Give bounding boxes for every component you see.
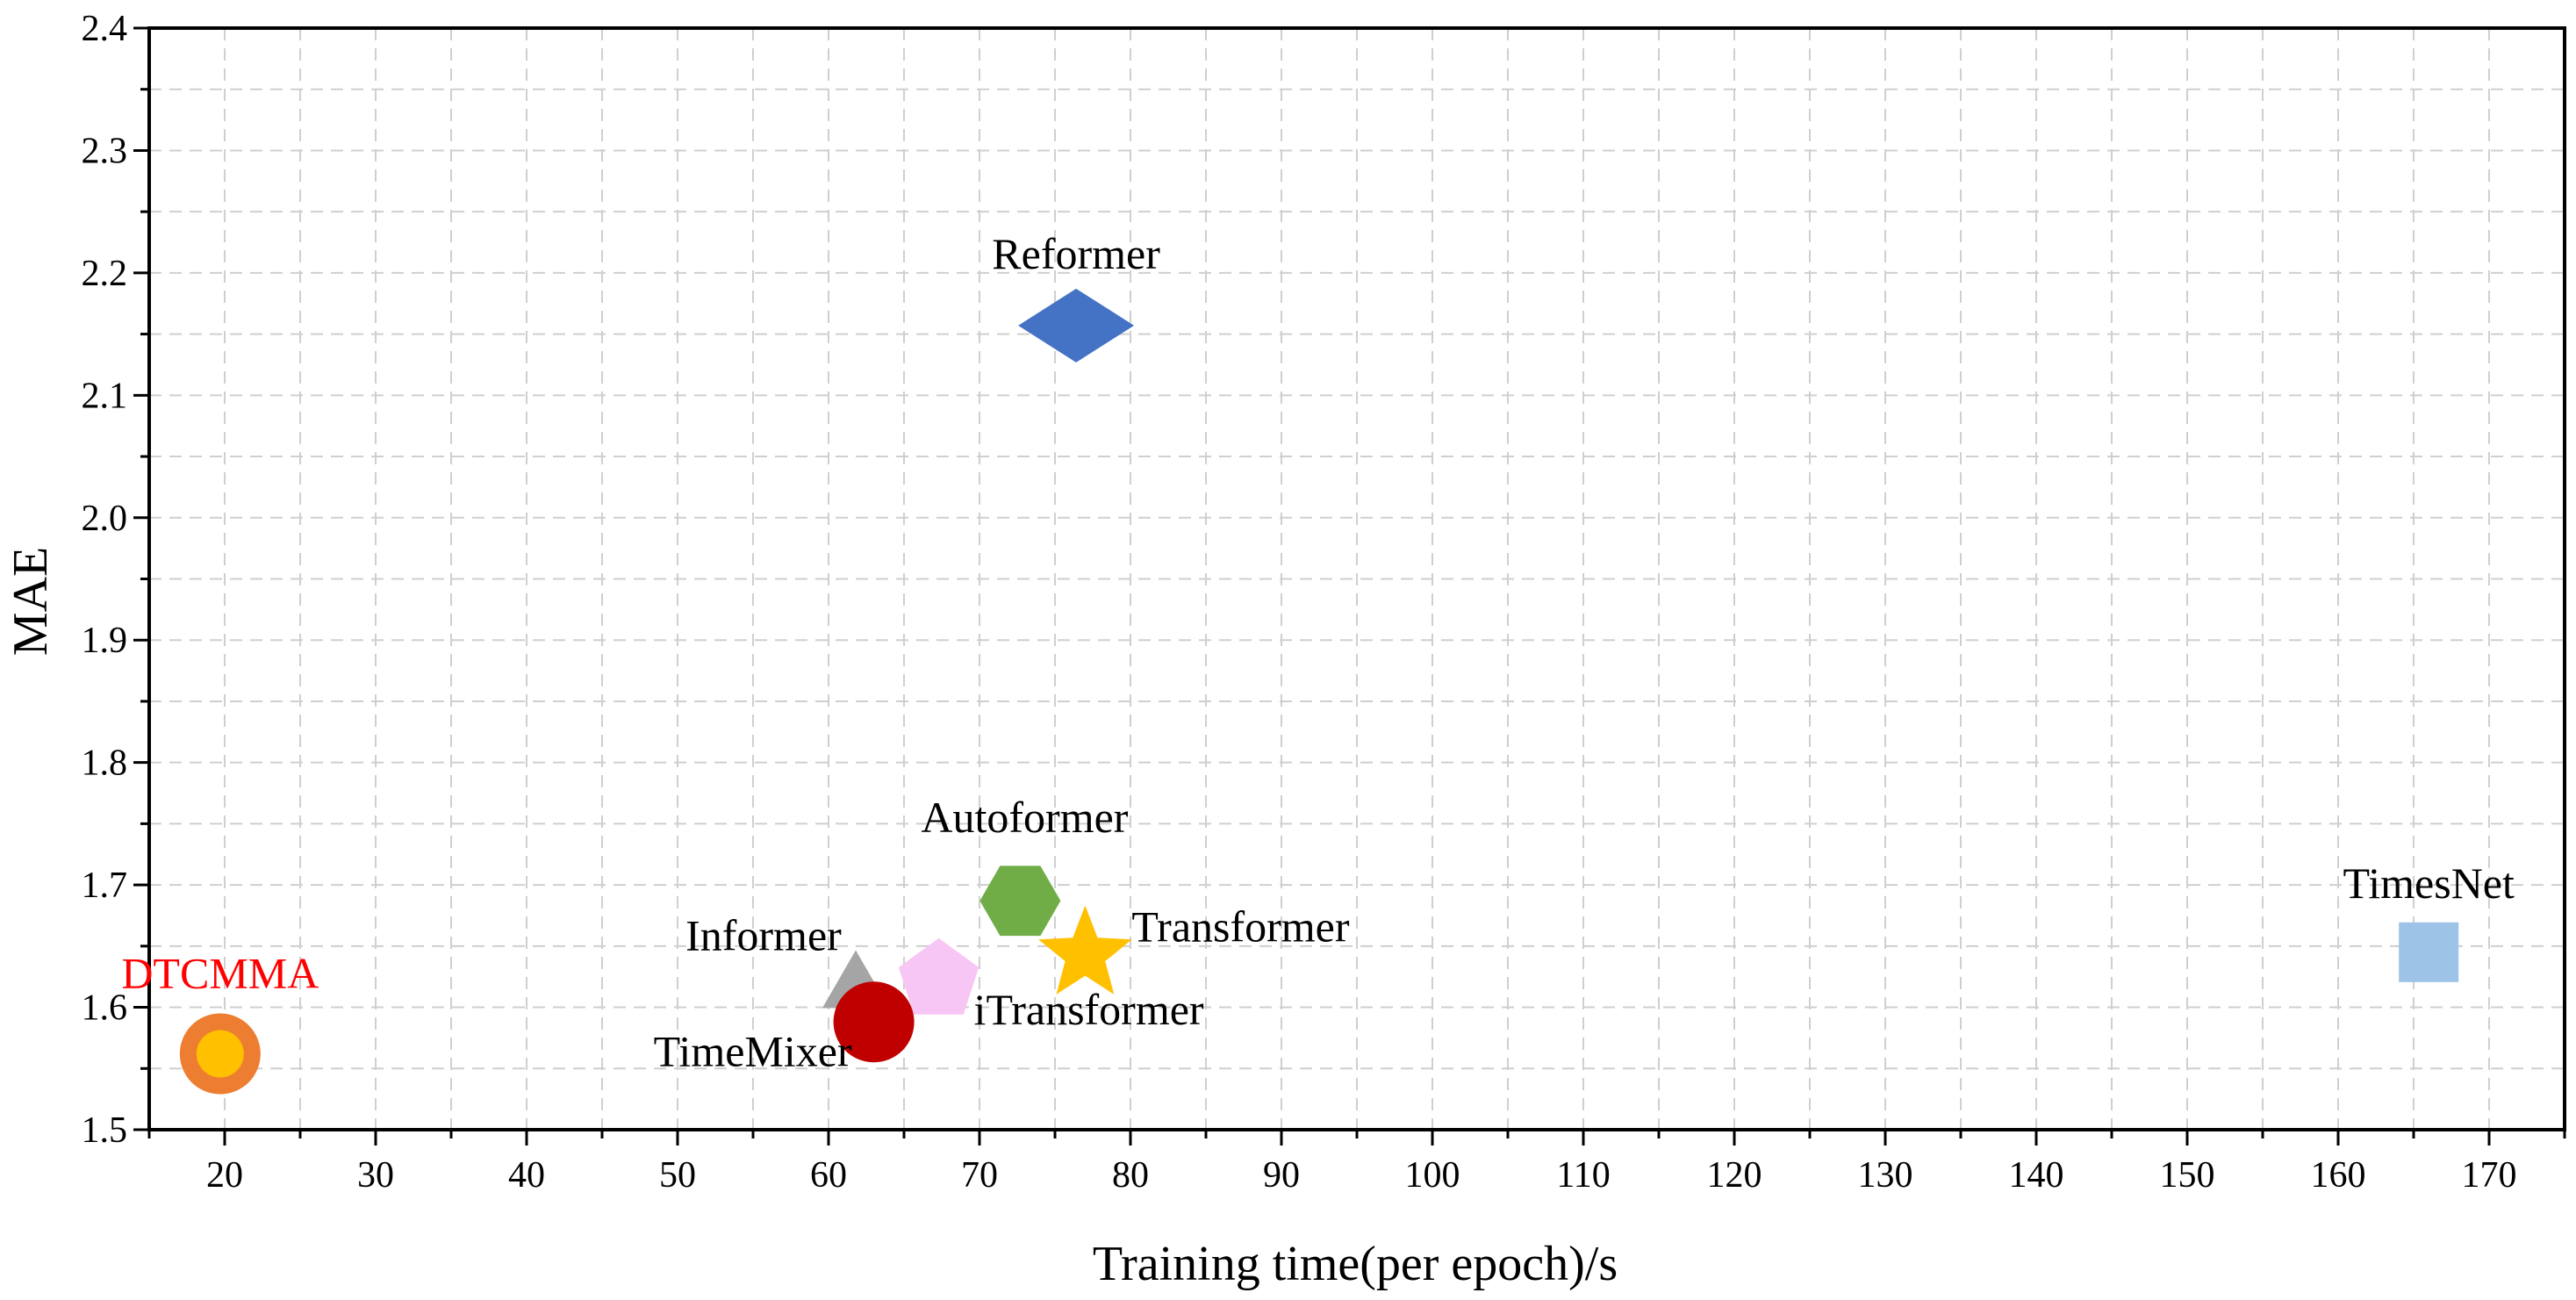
- label-reformer: Reformer: [992, 229, 1160, 278]
- y-tick-label: 1.7: [82, 865, 128, 906]
- x-tick-label: 90: [1263, 1155, 1300, 1196]
- x-tick-label: 100: [1405, 1155, 1460, 1196]
- marker-timemixer: [833, 981, 915, 1063]
- x-tick-label: 120: [1707, 1155, 1762, 1196]
- x-tick-label: 130: [1858, 1155, 1913, 1196]
- y-tick-label: 2.1: [82, 376, 128, 416]
- y-tick-label: 2.2: [82, 254, 128, 294]
- label-dtcmma: DTCMMA: [121, 949, 319, 998]
- y-tick-label: 1.9: [82, 621, 128, 661]
- grid-lines: [149, 28, 2565, 1130]
- marker-autoformer: [979, 865, 1061, 937]
- marker-itransformer: [898, 937, 979, 1015]
- x-tick-label: 170: [2462, 1155, 2517, 1196]
- label-timesnet: TimesNet: [2343, 858, 2515, 908]
- label-autoformer: Autoformer: [921, 793, 1128, 842]
- x-tick-label: 110: [1556, 1155, 1610, 1196]
- x-tick-label: 140: [2009, 1155, 2064, 1196]
- x-tick-label: 80: [1112, 1155, 1149, 1196]
- x-tick-label: 150: [2160, 1155, 2215, 1196]
- x-tick-label: 50: [659, 1155, 696, 1196]
- marker-reformer: [1018, 288, 1135, 363]
- marker-timesnet: [2399, 922, 2459, 982]
- x-tick-label: 70: [961, 1155, 998, 1196]
- y-tick-label: 1.5: [82, 1110, 128, 1151]
- x-tick-label: 40: [508, 1155, 545, 1196]
- x-tick-label: 30: [357, 1155, 394, 1196]
- point-labels: DTCMMA Informer iTransformer TimeMixer Autof…: [121, 229, 2515, 1075]
- label-informer: Informer: [685, 910, 842, 959]
- y-tick-label: 2.4: [82, 9, 128, 49]
- label-transformer: Transformer: [1131, 902, 1349, 952]
- marker-transformer: [1038, 905, 1132, 995]
- y-tick-label: 1.6: [82, 988, 128, 1029]
- x-tick-label: 20: [206, 1155, 243, 1196]
- y-tick-label: 1.8: [82, 743, 128, 784]
- label-timemixer: TimeMixer: [654, 1026, 852, 1075]
- x-tick-label: 160: [2311, 1155, 2366, 1196]
- x-axis-title: Training time(per epoch)/s: [1093, 1237, 1618, 1291]
- y-axis-title: MAE: [4, 547, 58, 656]
- label-itransformer: iTransformer: [974, 985, 1204, 1034]
- axis-ticks: 20 30 40 50 60 70 80 90 100 110 120 130 140 150 160 170…: [82, 9, 2566, 1196]
- marker-dtcmma-center: [196, 1030, 244, 1078]
- data-points: [179, 288, 2459, 1095]
- y-tick-label: 2.0: [82, 499, 128, 539]
- y-tick-label: 2.3: [82, 131, 128, 171]
- x-tick-label: 60: [810, 1155, 847, 1196]
